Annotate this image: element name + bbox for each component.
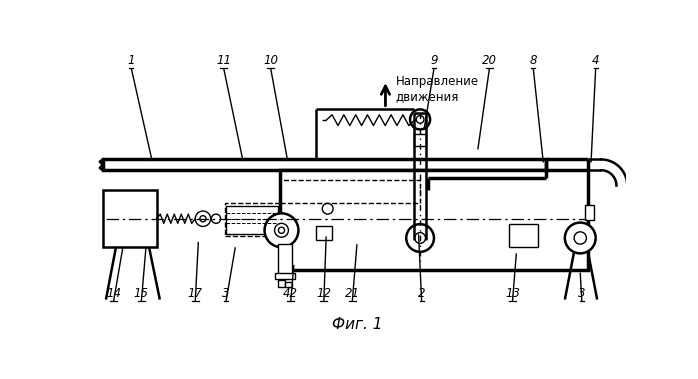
Bar bbox=[414, 134, 426, 146]
Text: Фиг. 1: Фиг. 1 bbox=[332, 317, 383, 332]
Bar bbox=[103, 190, 157, 247]
Bar bbox=[103, 160, 546, 170]
Text: 3: 3 bbox=[578, 287, 586, 299]
Circle shape bbox=[322, 203, 333, 214]
Bar bbox=[278, 280, 285, 287]
Bar bbox=[316, 226, 332, 240]
Circle shape bbox=[279, 227, 285, 233]
Text: 9: 9 bbox=[430, 54, 438, 67]
Circle shape bbox=[265, 213, 299, 247]
Text: 13: 13 bbox=[505, 287, 520, 299]
Circle shape bbox=[415, 233, 426, 243]
Circle shape bbox=[406, 224, 434, 252]
Text: 2: 2 bbox=[418, 287, 425, 299]
Bar bbox=[275, 273, 295, 279]
Text: Направление
движения: Направление движения bbox=[396, 75, 479, 103]
Text: 17: 17 bbox=[188, 287, 202, 299]
Text: 4: 4 bbox=[592, 54, 600, 67]
Text: 15: 15 bbox=[134, 287, 149, 299]
Circle shape bbox=[416, 116, 424, 123]
Circle shape bbox=[565, 222, 595, 254]
Text: 11: 11 bbox=[216, 54, 231, 67]
Bar bbox=[509, 224, 538, 247]
Text: 21: 21 bbox=[345, 287, 360, 299]
Bar bbox=[225, 203, 280, 236]
Bar bbox=[285, 282, 292, 287]
Text: 1: 1 bbox=[128, 54, 135, 67]
Text: 3: 3 bbox=[222, 287, 230, 299]
Circle shape bbox=[200, 216, 206, 222]
Text: 42: 42 bbox=[283, 287, 298, 299]
Text: 8: 8 bbox=[530, 54, 537, 67]
Bar bbox=[279, 244, 292, 276]
Text: 14: 14 bbox=[106, 287, 121, 299]
Circle shape bbox=[195, 211, 211, 226]
Bar bbox=[280, 170, 588, 270]
Circle shape bbox=[574, 232, 586, 244]
Bar bbox=[585, 205, 594, 220]
Bar bbox=[280, 180, 420, 203]
Circle shape bbox=[274, 223, 288, 237]
Circle shape bbox=[410, 110, 430, 129]
Text: 10: 10 bbox=[263, 54, 279, 67]
Text: 20: 20 bbox=[482, 54, 497, 67]
Text: 12: 12 bbox=[316, 287, 332, 299]
Circle shape bbox=[211, 214, 221, 223]
Bar bbox=[226, 206, 279, 234]
